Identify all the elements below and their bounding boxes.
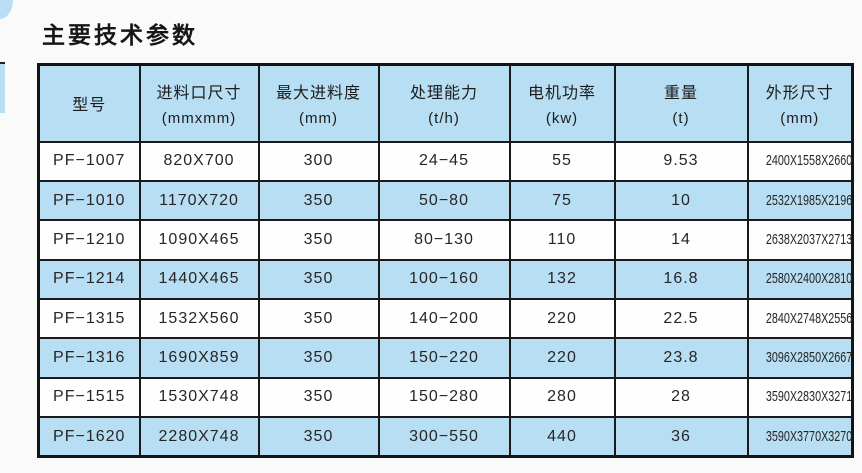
cell-dimensions: 2840X2748X2556	[746, 297, 854, 340]
scan-artifact-sliver	[0, 62, 5, 113]
cell-dimensions: 2638X2037X2713	[746, 219, 854, 261]
cell-feed-opening: 1532X560	[138, 297, 260, 340]
header-feed-opening-label: 进料口尺寸	[156, 83, 242, 103]
spec-table: 型号 进料口尺寸 (mmxmm) 最大进料度 (mm)	[37, 63, 854, 458]
header-max-feed-size-label: 最大进料度	[275, 83, 361, 103]
cell-capacity: 150−220	[377, 337, 511, 379]
header-model-label: 型号	[72, 95, 107, 115]
cell-model: PF−1316	[37, 337, 141, 379]
header-capacity: 处理能力 (t/h)	[377, 63, 511, 143]
table-header: 型号 进料口尺寸 (mmxmm) 最大进料度 (mm)	[37, 63, 854, 143]
cell-motor-power: 220	[508, 297, 616, 340]
cell-feed-opening: 1690X859	[138, 337, 260, 379]
header-capacity-unit: (t/h)	[428, 110, 460, 128]
cell-motor-power: 440	[508, 416, 616, 458]
cell-dimensions: 3590X3770X3270	[746, 416, 854, 458]
cell-weight: 28	[613, 376, 749, 419]
cell-motor-power: 280	[508, 376, 616, 419]
table-row: PF−1010 1170X720 350 50−80 75 10 2532X19…	[37, 179, 854, 222]
cell-capacity: 300−550	[377, 416, 511, 458]
header-dimensions: 外形尺寸 (mm)	[746, 63, 854, 143]
cell-model: PF−1620	[37, 416, 141, 458]
cell-feed-opening: 1530X748	[138, 376, 260, 419]
cell-model: PF−1214	[37, 258, 141, 301]
cell-motor-power: 75	[508, 179, 616, 222]
cell-motor-power: 220	[508, 337, 616, 379]
cell-motor-power: 110	[508, 219, 616, 261]
cell-dimensions: 3590X2830X3271	[746, 376, 854, 419]
header-max-feed-size-unit: (mm)	[299, 110, 338, 128]
cell-feed-opening: 1090X465	[138, 219, 260, 261]
cell-capacity: 50−80	[377, 179, 511, 222]
cell-capacity: 140−200	[377, 297, 511, 340]
cell-dimensions: 2400X1558X2660	[746, 140, 854, 182]
cell-weight: 36	[613, 416, 749, 458]
cell-max-feed-size: 350	[257, 297, 380, 340]
table-row: PF−1007 820X700 300 24−45 55 9.53 2400X1…	[37, 140, 854, 182]
cell-weight: 10	[613, 179, 749, 222]
cell-capacity: 80−130	[377, 219, 511, 261]
header-capacity-label: 处理能力	[409, 83, 478, 103]
cell-max-feed-size: 350	[257, 416, 380, 458]
header-model: 型号	[37, 63, 141, 143]
cell-capacity: 150−280	[377, 376, 511, 419]
cell-dimensions: 2532X1985X2196	[746, 179, 854, 222]
header-feed-opening-unit: (mmxmm)	[161, 110, 237, 128]
cell-capacity: 24−45	[377, 140, 511, 182]
cell-feed-opening: 820X700	[138, 140, 260, 182]
cell-capacity: 100−160	[377, 258, 511, 301]
header-feed-opening: 进料口尺寸 (mmxmm)	[138, 63, 260, 143]
cell-weight: 9.53	[613, 140, 749, 182]
cell-max-feed-size: 350	[257, 179, 380, 222]
table-row: PF−1316 1690X859 350 150−220 220 23.8 30…	[37, 337, 854, 379]
cell-feed-opening: 2280X748	[138, 416, 260, 458]
header-row: 型号 进料口尺寸 (mmxmm) 最大进料度 (mm)	[37, 63, 854, 143]
table-row: PF−1315 1532X560 350 140−200 220 22.5 28…	[37, 297, 854, 340]
cell-motor-power: 55	[508, 140, 616, 182]
cell-model: PF−1515	[37, 376, 141, 419]
cell-model: PF−1007	[37, 140, 141, 182]
scan-artifact-corner	[0, 0, 13, 19]
cell-model: PF−1210	[37, 219, 141, 261]
cell-weight: 16.8	[613, 258, 749, 301]
header-motor-power: 电机功率 (kw)	[508, 63, 616, 143]
header-dimensions-unit: (mm)	[780, 110, 820, 128]
header-weight-label: 重量	[663, 83, 698, 103]
cell-model: PF−1010	[37, 179, 141, 222]
header-motor-power-unit: (kw)	[545, 110, 579, 128]
cell-feed-opening: 1440X465	[138, 258, 260, 301]
header-motor-power-label: 电机功率	[527, 83, 596, 103]
cell-dimensions: 3096X2850X2667	[746, 337, 854, 379]
cell-max-feed-size: 350	[257, 376, 380, 419]
table-row: PF−1214 1440X465 350 100−160 132 16.8 25…	[37, 258, 854, 301]
cell-weight: 22.5	[613, 297, 749, 340]
cell-max-feed-size: 350	[257, 337, 380, 379]
cell-max-feed-size: 300	[257, 140, 380, 182]
cell-weight: 23.8	[613, 337, 749, 379]
header-weight: 重量 (t)	[613, 63, 749, 143]
header-dimensions-label: 外形尺寸	[765, 83, 834, 103]
table-row: PF−1515 1530X748 350 150−280 280 28 3590…	[37, 376, 854, 419]
table-body: PF−1007 820X700 300 24−45 55 9.53 2400X1…	[37, 140, 854, 458]
table-row: PF−1620 2280X748 350 300−550 440 36 3590…	[37, 416, 854, 458]
header-weight-unit: (t)	[672, 110, 690, 128]
cell-max-feed-size: 350	[257, 258, 380, 301]
cell-feed-opening: 1170X720	[138, 179, 260, 222]
page-title: 主要技术参数	[42, 23, 198, 49]
header-max-feed-size: 最大进料度 (mm)	[257, 63, 380, 143]
table-row: PF−1210 1090X465 350 80−130 110 14 2638X…	[37, 219, 854, 261]
cell-motor-power: 132	[508, 258, 616, 301]
cell-dimensions: 2580X2400X2810	[746, 258, 854, 301]
cell-weight: 14	[613, 219, 749, 261]
cell-max-feed-size: 350	[257, 219, 380, 261]
cell-model: PF−1315	[37, 297, 141, 340]
